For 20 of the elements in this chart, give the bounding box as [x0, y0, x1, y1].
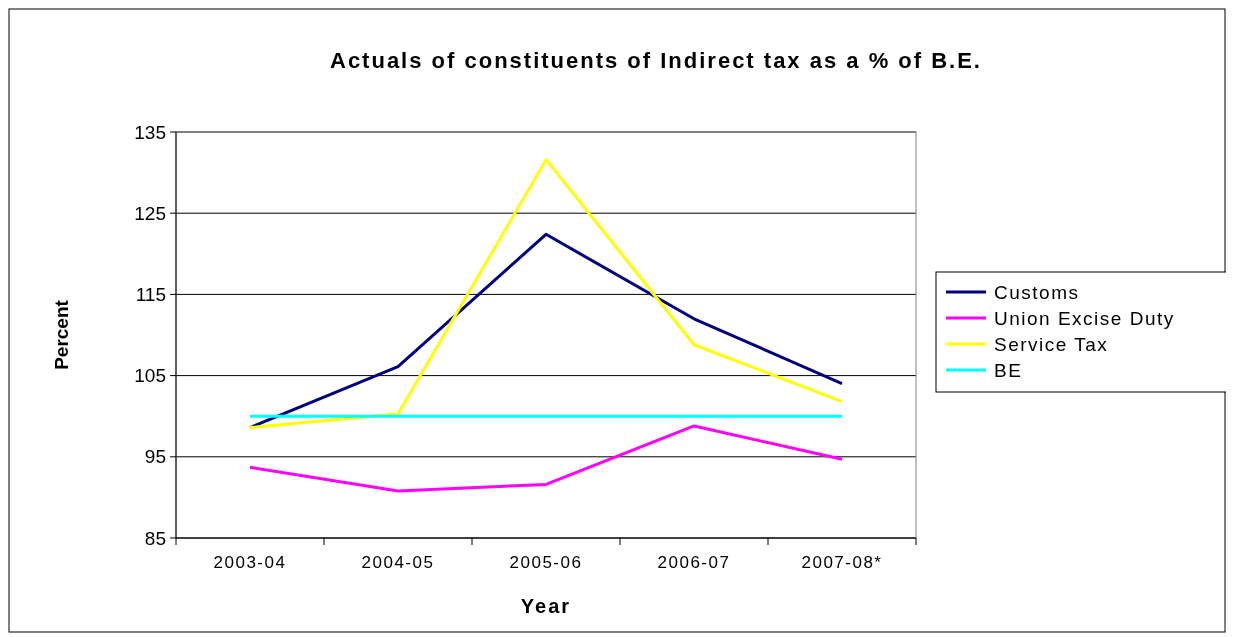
legend-label: BE	[994, 359, 1023, 381]
y-tick-label: 105	[134, 365, 166, 387]
y-tick-label: 115	[135, 284, 166, 306]
x-tick-label: 2006-07	[657, 553, 731, 572]
y-tick-label: 95	[144, 446, 166, 468]
y-tick-label: 125	[134, 202, 166, 224]
y-axis-title: Percent	[51, 299, 72, 370]
legend-label: Service Tax	[994, 333, 1109, 355]
y-tick-label: 85	[144, 527, 166, 549]
x-axis-title: Year	[520, 595, 572, 617]
legend-label: Customs	[994, 281, 1080, 303]
chart-title: Actuals of constituents of Indirect tax as a % of B.E.	[330, 48, 982, 73]
x-tick-label: 2003-04	[213, 553, 287, 572]
y-tick-label: 135	[134, 121, 166, 143]
x-tick-label: 2007-08*	[801, 553, 883, 572]
line-series	[248, 424, 844, 493]
legend-label: Union Excise Duty	[994, 307, 1175, 329]
x-tick-label: 2004-05	[361, 553, 435, 572]
x-tick-label: 2005-06	[509, 553, 583, 572]
line-series	[248, 158, 844, 430]
